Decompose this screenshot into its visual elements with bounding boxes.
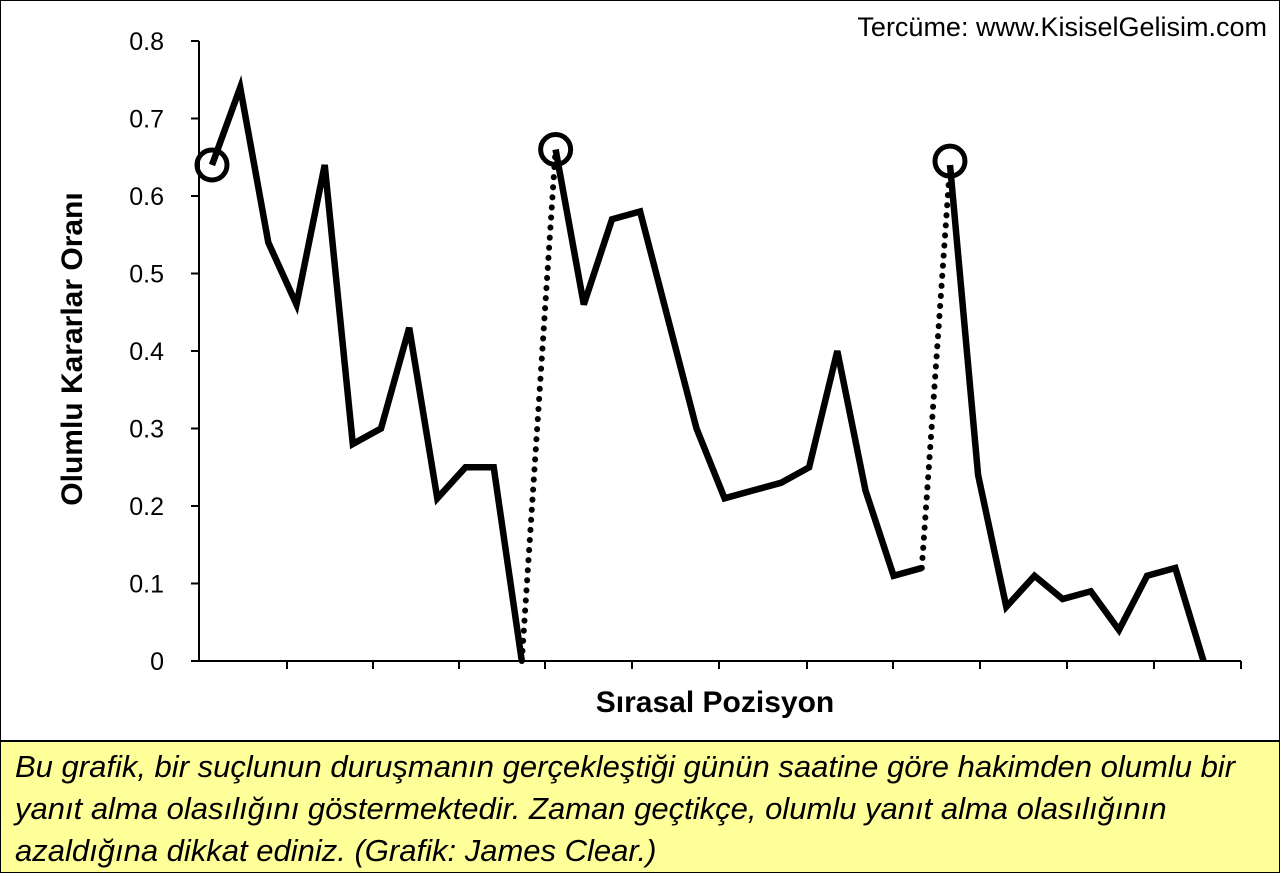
y-axis-title: Olumlu Kararlar Oranı <box>56 192 89 505</box>
y-tick-label: 0.1 <box>129 571 164 599</box>
series-line-session-3 <box>946 164 1207 662</box>
dotted-break-line <box>518 146 559 664</box>
x-axis-ticks <box>286 661 1242 669</box>
dotted-break-line <box>918 162 953 571</box>
y-tick-label: 0.2 <box>129 493 164 521</box>
circle-marker <box>538 132 574 167</box>
chart: 0 0.1 0.2 0.3 0.4 0.5 0.6 0.7 0.8 Olumlu Kararla… <box>56 28 1242 719</box>
x-axis-title: Sırasal Pozisyon <box>596 686 834 719</box>
y-tick-label: 0.5 <box>129 261 164 289</box>
caption-box: Bu grafik, bir suçlunun duruşmanın gerçe… <box>1 740 1279 872</box>
y-tick-label: 0.7 <box>129 106 164 134</box>
y-tick-label: 0.4 <box>129 338 164 366</box>
series-line-session-1 <box>208 75 526 662</box>
credit-text: Tercüme: www.KisiselGelisim.com <box>857 12 1267 42</box>
plot-markers <box>194 132 968 183</box>
y-axis-ticks: 0 0.1 0.2 0.3 0.4 0.5 0.6 0.7 0.8 <box>129 28 199 676</box>
y-tick-label: 0.8 <box>129 28 164 56</box>
series-line-session-2 <box>552 148 923 580</box>
caption-text: Bu grafik, bir suçlunun duruşmanın gerçe… <box>15 749 1236 868</box>
circle-marker <box>194 147 230 183</box>
y-tick-label: 0.6 <box>129 183 164 211</box>
circle-marker <box>932 143 968 179</box>
y-tick-label: 0 <box>150 648 164 676</box>
plot-lines <box>208 75 1207 664</box>
y-tick-label: 0.3 <box>129 416 164 444</box>
